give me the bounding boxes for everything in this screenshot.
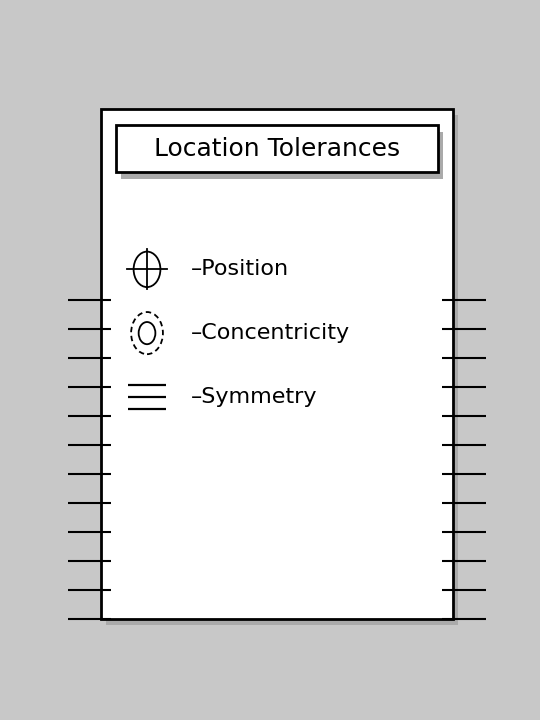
Text: –Position: –Position (191, 259, 289, 279)
Text: –Concentricity: –Concentricity (191, 323, 350, 343)
Text: –Symmetry: –Symmetry (191, 387, 318, 407)
Bar (116, 125, 438, 172)
Bar (120, 132, 443, 179)
Bar (106, 115, 457, 625)
Text: Location Tolerances: Location Tolerances (154, 137, 400, 161)
Bar (101, 109, 453, 618)
